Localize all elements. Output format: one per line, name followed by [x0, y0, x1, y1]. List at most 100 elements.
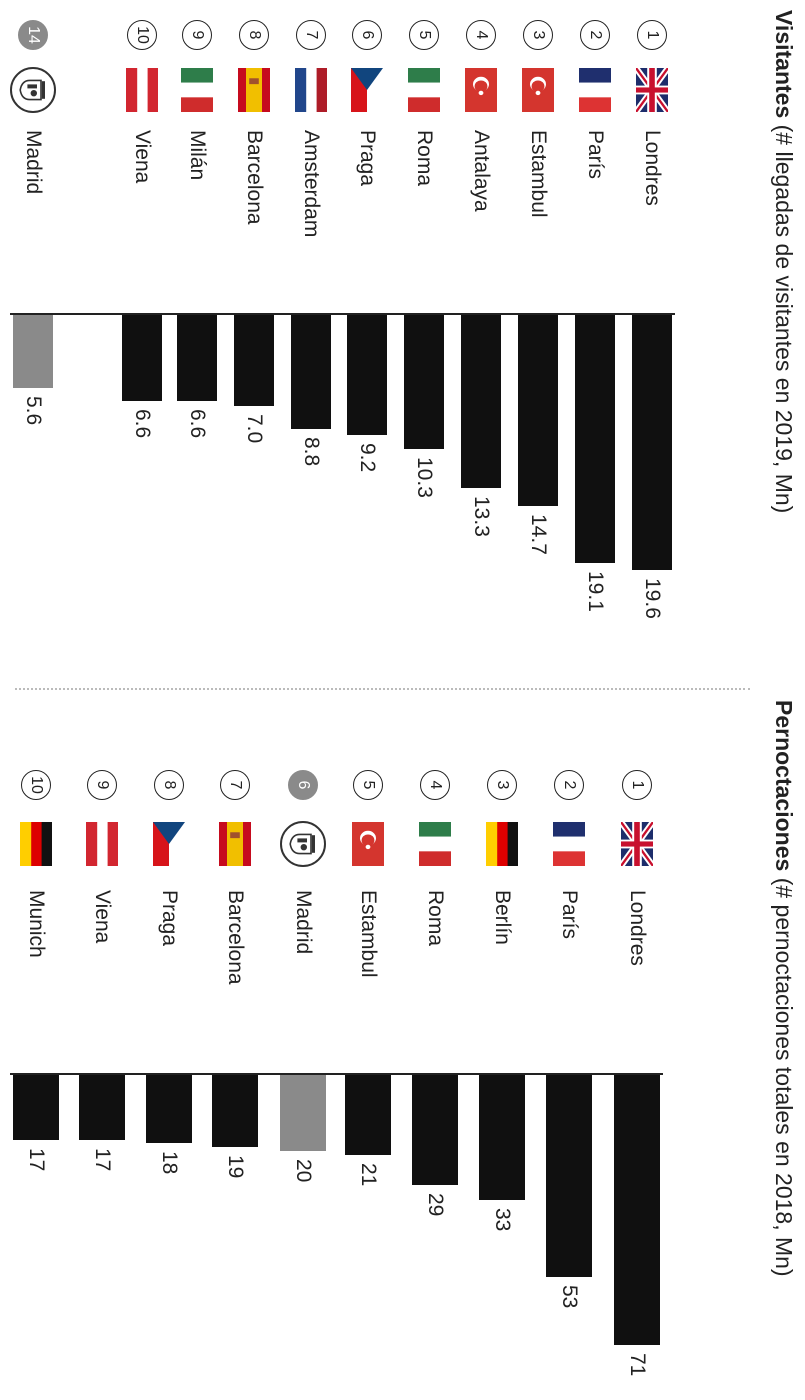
france-flag-icon	[579, 68, 611, 112]
rank-badge: 10	[21, 770, 51, 800]
value-label: 8.8	[300, 437, 323, 467]
city-label: Barcelona	[243, 130, 266, 225]
visitantes-title: Visitantes	[771, 10, 797, 119]
bar	[79, 1075, 125, 1140]
value-label: 21	[357, 1163, 380, 1187]
rank-badge: 9	[87, 770, 117, 800]
city-label: Londres	[641, 130, 664, 206]
value-label: 18	[158, 1151, 181, 1175]
france-flag-icon	[553, 822, 585, 866]
city-label: Estambul	[527, 130, 550, 218]
value-label: 19.6	[641, 578, 664, 619]
value-label: 17	[91, 1148, 114, 1172]
turkey-flag-icon	[522, 68, 554, 112]
bar	[632, 315, 672, 570]
bar	[13, 315, 53, 388]
bar	[291, 315, 331, 429]
bar	[614, 1075, 660, 1345]
visitantes-heading: Visitantes (# llegadas de visitantes en …	[770, 10, 797, 513]
bar	[177, 315, 217, 401]
rank-badge: 2	[580, 20, 610, 50]
city-label: Amsterdam	[300, 130, 323, 238]
rank-badge: 1	[622, 770, 652, 800]
panel-divider	[15, 688, 750, 690]
city-label: Praga	[158, 890, 181, 947]
italy-flag-icon	[181, 68, 213, 112]
city-label: Roma	[413, 130, 436, 187]
czech-flag-icon	[351, 68, 383, 112]
rank-badge: 6	[352, 20, 382, 50]
city-label: Barcelona	[224, 890, 247, 985]
rank-badge: 4	[420, 770, 450, 800]
city-label: Madrid	[22, 130, 45, 195]
czech-flag-icon	[153, 822, 185, 866]
rank-badge: 4	[466, 20, 496, 50]
city-label: Estambul	[357, 890, 380, 978]
rank-badge: 9	[182, 20, 212, 50]
rank-badge: 7	[220, 770, 250, 800]
rank-badge: 5	[353, 770, 383, 800]
value-label: 9.2	[356, 443, 379, 473]
rank-badge: 5	[409, 20, 439, 50]
bar	[280, 1075, 326, 1151]
italy-flag-icon	[419, 822, 451, 866]
rank-badge: 8	[239, 20, 269, 50]
city-label: Munich	[25, 890, 48, 958]
rank-badge: 3	[523, 20, 553, 50]
rank-badge: 7	[296, 20, 326, 50]
value-label: 7.0	[243, 414, 266, 444]
city-label: París	[558, 890, 581, 940]
value-label: 29	[424, 1193, 447, 1217]
bar	[479, 1075, 525, 1200]
visitantes-subtitle: (# llegadas de visitantes en 2019, Mn)	[771, 124, 797, 514]
bar	[546, 1075, 592, 1277]
turkey-flag-icon	[465, 68, 497, 112]
madrid-emblem-icon	[10, 67, 56, 113]
bar	[345, 1075, 391, 1155]
value-label: 6.6	[131, 409, 154, 439]
value-label: 71	[626, 1353, 649, 1377]
value-label: 10.3	[413, 457, 436, 498]
city-label: Antalaya	[470, 130, 493, 212]
value-label: 33	[491, 1208, 514, 1232]
rank-badge: 2	[554, 770, 584, 800]
pernoctaciones-heading: Pernoctaciones (# pernoctaciones totales…	[770, 700, 797, 1277]
rank-badge: 8	[154, 770, 184, 800]
spain-flag-icon	[219, 822, 251, 866]
rank-badge: 1	[637, 20, 667, 50]
bar	[518, 315, 558, 506]
rank-badge: 3	[487, 770, 517, 800]
value-label: 14.7	[527, 514, 550, 555]
bar	[146, 1075, 192, 1143]
value-label: 6.6	[186, 409, 209, 439]
austria-flag-icon	[86, 822, 118, 866]
pernoctaciones-subtitle: (# pernoctaciones totales en 2018, Mn)	[771, 877, 797, 1277]
city-label: Praga	[356, 130, 379, 187]
bar	[234, 315, 274, 406]
city-label: Roma	[424, 890, 447, 947]
city-label: París	[584, 130, 607, 180]
uk-flag-icon	[636, 68, 668, 112]
turkey-flag-icon	[352, 822, 384, 866]
city-label: Madrid	[292, 890, 315, 955]
austria-flag-icon	[126, 68, 158, 112]
bar	[575, 315, 615, 563]
bar	[13, 1075, 59, 1140]
value-label: 5.6	[22, 396, 45, 426]
netherlands-flag-icon	[295, 68, 327, 112]
value-label: 17	[25, 1148, 48, 1172]
value-label: 19	[224, 1155, 247, 1179]
bar	[347, 315, 387, 435]
bar	[212, 1075, 258, 1147]
germany-flag-icon	[486, 822, 518, 866]
madrid-emblem-icon	[280, 821, 326, 867]
value-label: 20	[292, 1159, 315, 1183]
value-label: 19.1	[584, 571, 607, 612]
value-label: 13.3	[470, 496, 493, 537]
city-label: Berlín	[491, 890, 514, 945]
city-label: Viena	[131, 130, 154, 184]
rank-badge: 10	[127, 20, 157, 50]
bar	[412, 1075, 458, 1185]
italy-flag-icon	[408, 68, 440, 112]
bar	[404, 315, 444, 449]
